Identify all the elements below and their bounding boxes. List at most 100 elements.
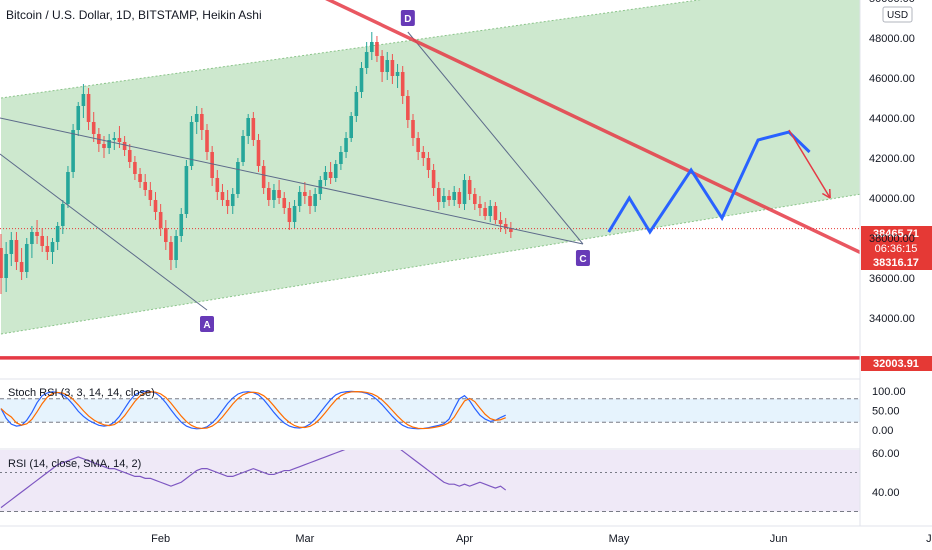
- stoch-tick-label: 0.00: [872, 425, 893, 437]
- candle-body: [488, 206, 493, 216]
- candle-body: [287, 208, 292, 222]
- candle-body: [164, 228, 168, 242]
- candle-body: [467, 180, 472, 194]
- candle-body: [179, 214, 184, 236]
- candle-body: [251, 118, 256, 140]
- price-tick-label: 38000.00: [869, 233, 915, 245]
- candle-body: [503, 224, 508, 228]
- candle-body: [81, 94, 86, 106]
- price-tick-label: 48000.00: [869, 33, 915, 45]
- stoch-rsi-pane[interactable]: Stoch RSI (3, 3, 14, 14, close): [0, 378, 860, 430]
- candle-body: [50, 242, 55, 252]
- candle-body: [416, 138, 420, 152]
- candle-body: [14, 240, 19, 262]
- candle-body: [91, 122, 96, 134]
- candle-body: [462, 180, 467, 204]
- price-pane[interactable]: A C D Bitcoin / U.S. Dollar, 1D, BITSTAMP,…: [0, 0, 932, 360]
- candle-body: [174, 236, 178, 260]
- svg-text:06:36:15: 06:36:15: [875, 243, 918, 255]
- svg-text:USD: USD: [887, 10, 908, 21]
- candle-body: [385, 60, 390, 72]
- candle-body: [390, 60, 395, 76]
- candle-body: [292, 206, 297, 222]
- candle-body: [277, 190, 281, 198]
- price-tick-label: 34000.00: [869, 313, 915, 325]
- trend-line-b: [0, 117, 584, 245]
- candle-body: [107, 140, 111, 148]
- candle-body: [35, 232, 39, 236]
- svg-text:38316.17: 38316.17: [873, 257, 919, 269]
- candle-body: [308, 196, 312, 206]
- rsi-tick-label: 40.00: [872, 487, 900, 499]
- candle-body: [493, 206, 498, 220]
- candle-body: [127, 150, 132, 162]
- candle-body: [436, 188, 441, 202]
- candle-body: [148, 190, 153, 200]
- currency-badge[interactable]: USD: [882, 6, 913, 23]
- stoch-tick-label: 100.00: [872, 386, 906, 398]
- price-tick-label: 46000.00: [869, 73, 915, 85]
- time-tick-label: Jun: [770, 533, 788, 545]
- point-label-c: C: [575, 250, 590, 266]
- arrow-head: [821, 192, 831, 199]
- candle-body: [375, 42, 379, 56]
- candle-body: [400, 72, 405, 96]
- price-channel: [1, 0, 860, 334]
- chart-title: Bitcoin / U.S. Dollar, 1D, BITSTAMP, Hei…: [6, 8, 262, 22]
- time-tick-label: Feb: [151, 533, 170, 545]
- candle-body: [261, 166, 266, 188]
- time-axis[interactable]: Feb Mar Apr May Jun Jul: [0, 525, 932, 545]
- projection-arrow: [788, 129, 831, 199]
- rsi-tick-label: 60.00: [872, 448, 900, 460]
- candle-body: [447, 196, 451, 200]
- candle-body: [267, 188, 271, 200]
- candle-body: [138, 174, 142, 182]
- svg-text:38465.71: 38465.71: [873, 228, 919, 240]
- candle-body: [4, 254, 8, 278]
- candle-body: [313, 194, 317, 206]
- candle-body: [236, 162, 240, 194]
- candle-body: [133, 162, 137, 174]
- candle-body: [323, 172, 328, 180]
- projection-path: [607, 130, 811, 235]
- candle-body: [30, 232, 34, 244]
- last-price-badge: 38465.71: [861, 226, 932, 241]
- candle-body: [395, 72, 400, 76]
- rsi-title: RSI (14, close, SMA, 14, 2): [8, 458, 141, 470]
- time-tick-label: Mar: [295, 533, 314, 545]
- candle-body: [426, 158, 431, 170]
- price-axis[interactable]: USD 38465.71 06:36:15 38316.17 32003.91 …: [859, 0, 932, 526]
- candle-body: [272, 190, 276, 200]
- candle-body: [344, 138, 348, 152]
- svg-text:32003.91: 32003.91: [873, 358, 919, 370]
- candle-body: [483, 208, 487, 216]
- candle-body: [40, 236, 44, 246]
- stoch-d-line: [0, 391, 506, 430]
- trend-line-a: [0, 153, 208, 311]
- trend-line-d: [407, 31, 584, 245]
- countdown-badge: 06:36:15: [861, 241, 932, 255]
- candle-body: [19, 262, 24, 272]
- candle-body: [498, 220, 503, 224]
- candles: [0, 32, 513, 294]
- rsi-line: [0, 450, 507, 509]
- candle-body: [45, 246, 50, 252]
- candle-body: [246, 118, 250, 136]
- price-tick-label: 50000.00: [869, 0, 915, 5]
- candle-body: [210, 152, 214, 178]
- candle-body: [71, 130, 75, 172]
- candle-body: [143, 182, 147, 190]
- price-tick-label: 44000.00: [869, 113, 915, 125]
- candle-body: [194, 114, 199, 122]
- candle-body: [282, 198, 287, 208]
- candle-body: [241, 136, 245, 162]
- candle-body: [112, 138, 117, 140]
- candle-body: [184, 166, 189, 214]
- time-tick-label: Jul: [926, 533, 932, 545]
- candle-body: [76, 106, 81, 130]
- stoch-rsi-title: Stoch RSI (3, 3, 14, 14, close): [8, 387, 155, 399]
- candle-body: [452, 192, 456, 200]
- rsi-pane[interactable]: RSI (14, close, SMA, 14, 2): [0, 434, 860, 512]
- candle-body: [158, 212, 163, 228]
